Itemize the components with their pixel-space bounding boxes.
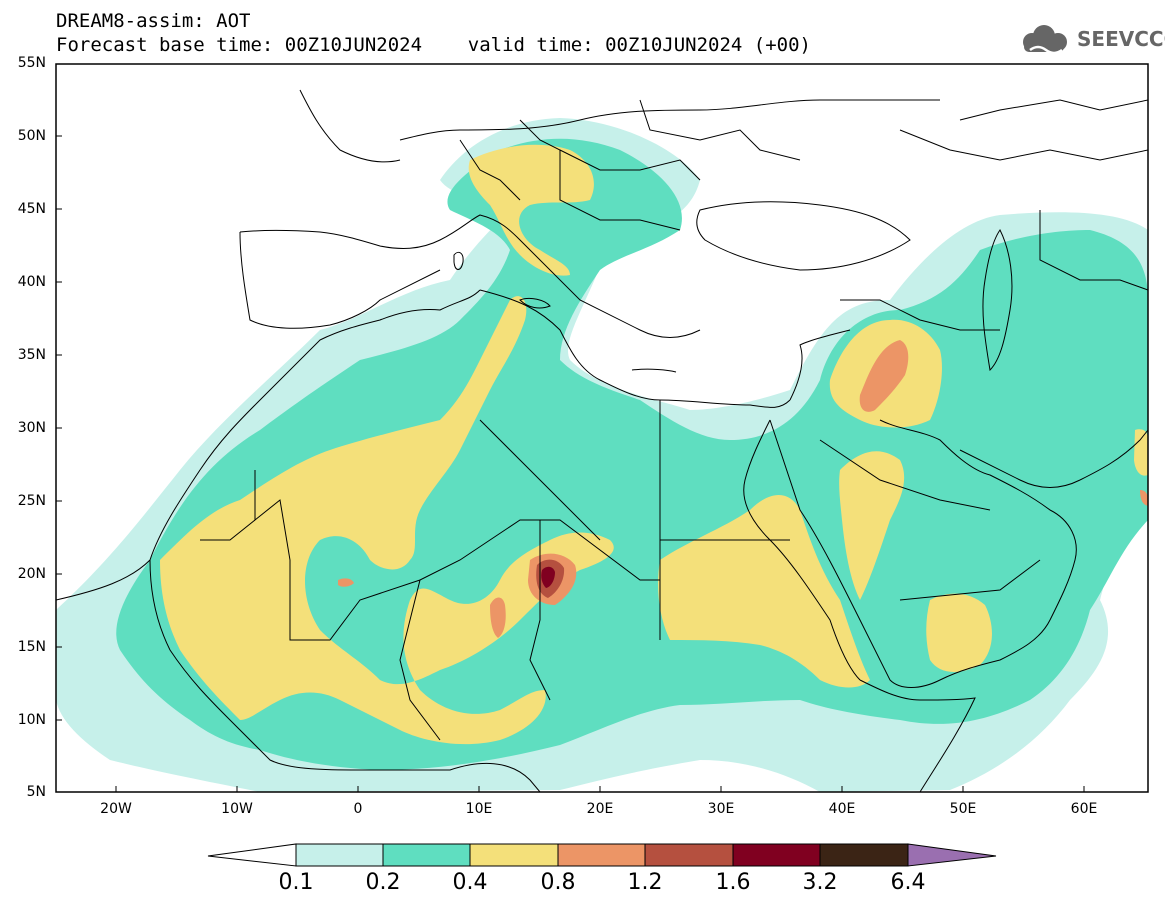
colorbar-bin (469, 843, 559, 867)
colorbar-bin (295, 843, 384, 867)
x-tick-label: 20E (586, 801, 614, 817)
aot-band-16 (541, 566, 555, 588)
aot-band-02 (116, 138, 1148, 770)
x-tick-label: 0 (353, 801, 363, 817)
x-tick-label: 10W (221, 801, 253, 817)
chart-title: DREAM8-assim: AOT (56, 10, 251, 32)
colorbar-bin (819, 843, 909, 867)
x-tick-label: 10E (465, 801, 493, 817)
y-tick-label: 15N (17, 639, 46, 655)
chart-subtitle: Forecast base time: 00Z10JUN2024 valid t… (56, 34, 811, 56)
colorbar-bin (644, 843, 734, 867)
frame-ticks (56, 135, 1085, 792)
y-tick-label: 5N (26, 784, 46, 800)
colorbar-label: 3.2 (802, 870, 838, 895)
x-tick-label: 30E (707, 801, 735, 817)
colorbar-label: 0.8 (540, 870, 576, 895)
y-tick-label: 20N (17, 566, 46, 582)
colorbar-label: 0.1 (278, 870, 314, 895)
y-tick-label: 30N (17, 420, 46, 436)
colorbar-label: 0.4 (452, 870, 488, 895)
colorbar-low-arrow (207, 843, 297, 867)
seevccc-logo (1023, 25, 1067, 55)
colorbar-bin (382, 843, 471, 867)
x-tick-label: 60E (1070, 801, 1098, 817)
colorbar-bin (732, 843, 821, 867)
y-tick-label: 55N (17, 55, 46, 71)
colorbar-bin (557, 843, 646, 867)
y-tick-label: 10N (17, 712, 46, 728)
y-tick-label: 45N (17, 201, 46, 217)
x-tick-label: 50E (949, 801, 977, 817)
colorbar-label: 1.6 (715, 870, 751, 895)
map-frame (55, 63, 1149, 793)
x-tick-label: 40E (828, 801, 856, 817)
colorbar-label: 1.2 (627, 870, 663, 895)
colorbar-high-arrow (907, 843, 997, 867)
aot-band-04 (160, 144, 1148, 745)
x-tick-label: 20W (100, 801, 132, 817)
aot-field (56, 118, 1148, 792)
y-tick-label: 40N (17, 274, 46, 290)
coastlines-borders (56, 89, 1148, 792)
colorbar-label: 0.2 (365, 870, 401, 895)
colorbar-label: 6.4 (890, 870, 926, 895)
logo-text: SEEVCCC (1077, 27, 1165, 51)
y-tick-label: 50N (17, 128, 46, 144)
y-tick-label: 35N (17, 347, 46, 363)
colorbar (207, 843, 997, 867)
y-tick-label: 25N (17, 493, 46, 509)
